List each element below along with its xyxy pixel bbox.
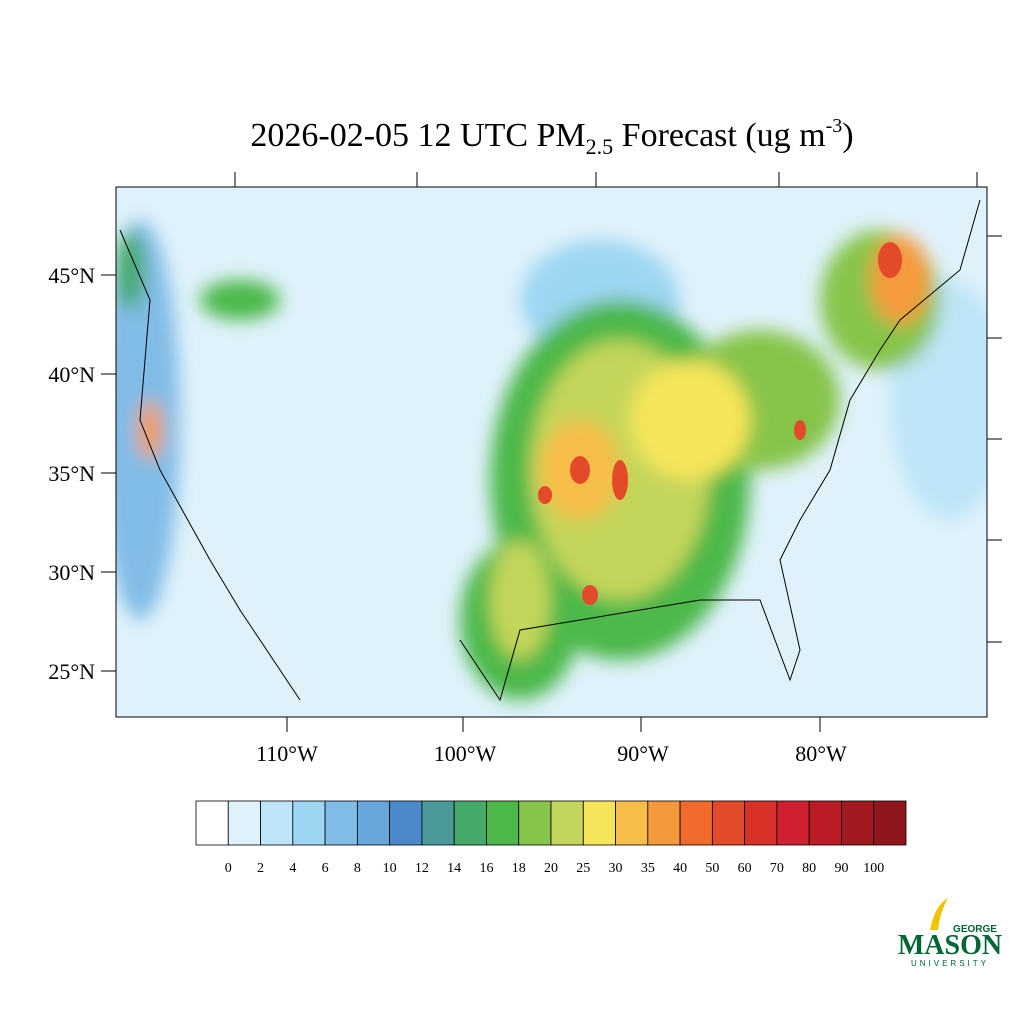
colorbar-label: 18 [512, 861, 526, 876]
colorbar-box [873, 800, 907, 846]
title-main: 2026-02-05 12 UTC PM [250, 117, 585, 154]
colorbar-label: 25 [576, 861, 590, 876]
logo-name: MASON [898, 930, 1002, 961]
title-subscript: 2.5 [586, 134, 614, 159]
colorbar-box [615, 800, 649, 846]
title-superscript: -3 [826, 115, 843, 137]
colorbar-label: 80 [802, 861, 816, 876]
colorbar-box [260, 800, 294, 846]
colorbar-box [711, 800, 746, 846]
logo: GEORGE MASON UNIVERSITY [898, 898, 1002, 968]
title-middle: Forecast (ug m [613, 117, 825, 154]
map-field [116, 187, 987, 717]
colorbar-box [195, 800, 229, 846]
colorbar-box [324, 800, 358, 846]
lon-label: 100°W [434, 741, 497, 766]
title: 2026-02-05 12 UTC PM2.5 Forecast (ug m-3… [250, 115, 853, 159]
colorbar-label: 10 [383, 861, 397, 876]
colorbar-label: 40 [673, 861, 687, 876]
colorbar-label: 12 [415, 861, 429, 876]
lat-label: 40°N [48, 362, 95, 387]
title-end: ) [842, 117, 853, 154]
colorbar-label: 0 [225, 861, 232, 876]
colorbar-box [292, 800, 326, 846]
colorbar-label: 16 [479, 861, 493, 876]
colorbar-label: 20 [544, 861, 558, 876]
colorbar-box [227, 800, 261, 846]
colorbar-label: 70 [770, 861, 784, 876]
colorbar-box [647, 800, 681, 846]
colorbar-label: 35 [641, 861, 655, 876]
colorbar-box [486, 800, 520, 846]
colorbar-label: 90 [834, 861, 848, 876]
colorbar-box [841, 800, 875, 846]
colorbar-box [550, 800, 584, 846]
colorbar-label: 14 [447, 861, 461, 876]
logo-bottom: UNIVERSITY [911, 959, 989, 968]
colorbar-box [679, 800, 713, 846]
lat-label: 30°N [48, 560, 95, 585]
lat-label: 35°N [48, 461, 95, 486]
colorbar-box [808, 800, 842, 846]
colorbar-label: 4 [289, 861, 296, 876]
lat-label: 45°N [48, 263, 95, 288]
colorbar-box [453, 800, 487, 846]
colorbar-label: 100 [863, 861, 884, 876]
colorbar-box [582, 800, 616, 846]
colorbar-box [356, 800, 391, 846]
colorbar-label: 8 [354, 861, 361, 876]
lon-label: 90°W [617, 741, 669, 766]
colorbar-box [389, 800, 423, 846]
logo-top: GEORGE [953, 924, 997, 935]
colorbar-label: 60 [738, 861, 752, 876]
lon-label: 110°W [256, 741, 318, 766]
colorbar-label: 2 [257, 861, 264, 876]
lon-label: 80°W [795, 741, 847, 766]
lat-label: 25°N [48, 659, 95, 684]
colorbar-label: 6 [322, 861, 329, 876]
colorbar-box [518, 800, 552, 846]
colorbar-box [421, 800, 455, 846]
colorbar-label: 30 [609, 861, 623, 876]
colorbar-box [776, 800, 810, 846]
colorbar-label: 50 [705, 861, 719, 876]
colorbar-box [744, 800, 778, 846]
